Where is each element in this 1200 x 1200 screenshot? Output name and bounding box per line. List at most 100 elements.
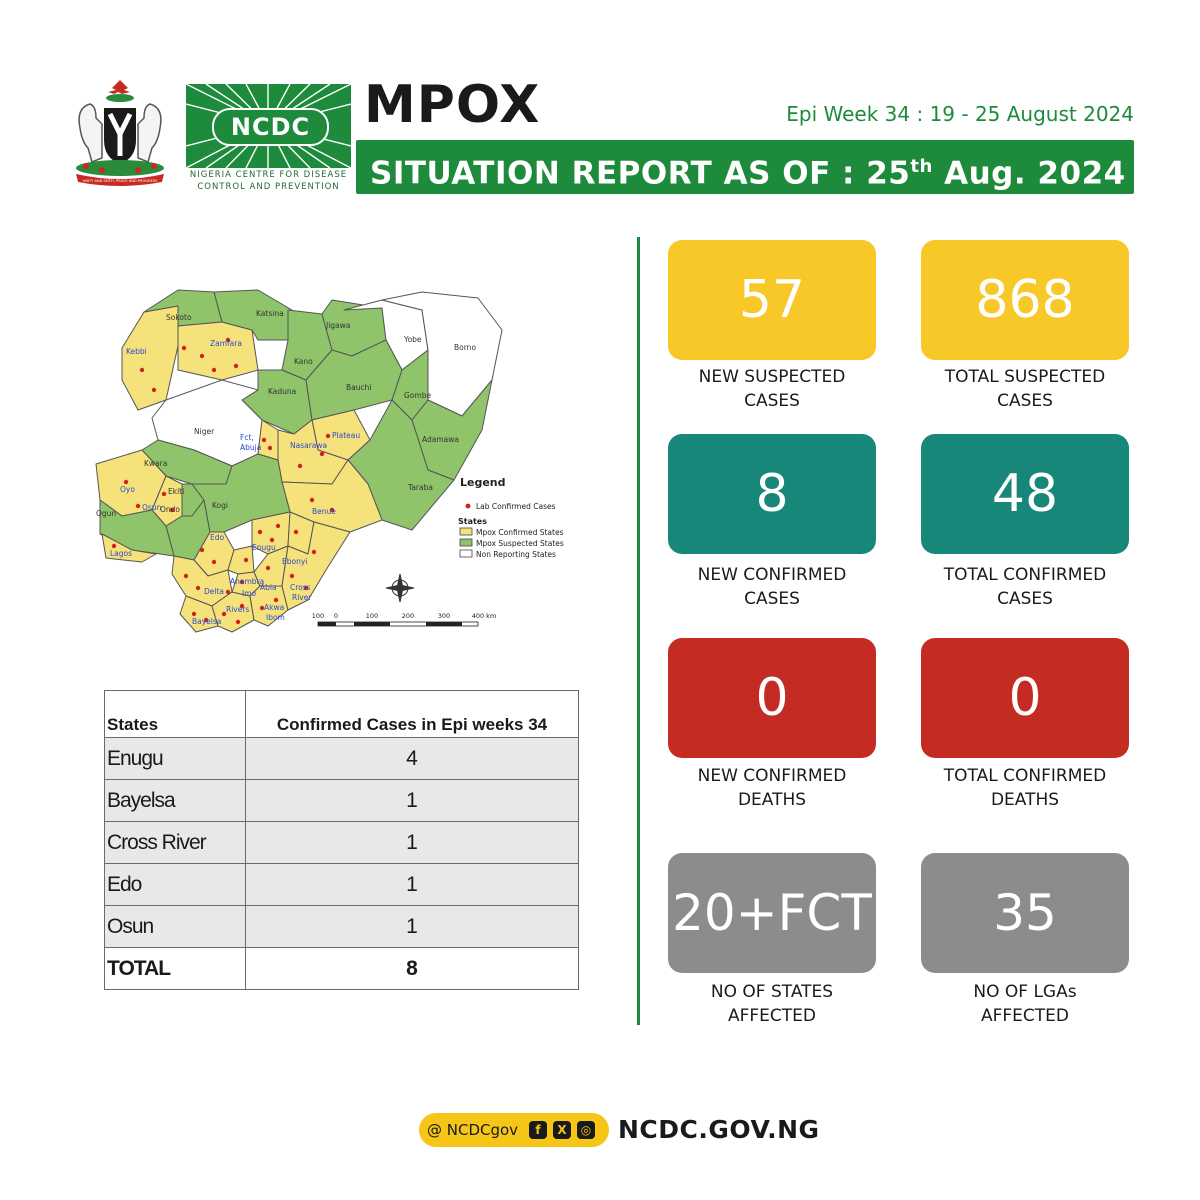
table-header-row: States Confirmed Cases in Epi weeks 34	[104, 690, 579, 738]
stat-label-total-deaths: TOTAL CONFIRMED DEATHS	[943, 766, 1107, 810]
map-label-imo: Imo	[242, 589, 257, 598]
legend-title: Legend	[460, 476, 506, 489]
stat-label-total-suspected: TOTAL SUSPECTED CASES	[944, 367, 1106, 411]
table-cell-state: Bayelsa	[104, 779, 246, 822]
map-label-ibom: Ibom	[266, 613, 285, 622]
scale-label-1: 0	[334, 612, 338, 620]
map-state-cross-river	[281, 521, 351, 611]
legend-lab-confirmed: Lab Confirmed Cases	[476, 502, 556, 511]
map-label-enugu: Enugu	[252, 543, 276, 552]
social-handle-pill[interactable]: @ NCDCgov f X ◎	[419, 1113, 609, 1147]
nigeria-mpox-map: Sokoto Katsina Jigawa Yobe Borno Kano Ka…	[95, 289, 564, 633]
map-label-fct: Fct,	[240, 433, 254, 442]
map-label-cross2: River	[292, 593, 312, 602]
map-label-nasarawa: Nasarawa	[290, 441, 327, 450]
map-state-kogi	[191, 453, 291, 533]
table-cell-cases: 4	[245, 737, 579, 780]
stat-label-total-confirmed: TOTAL CONFIRMED CASES	[943, 565, 1107, 609]
scale-label-3: 200	[402, 612, 414, 620]
social-handle: @ NCDCgov	[427, 1121, 519, 1139]
map-label-abia: Abia	[260, 583, 277, 592]
stat-label-new-suspected: NEW SUSPECTED CASES	[698, 367, 846, 411]
map-label-kogi: Kogi	[212, 501, 228, 510]
stat-card-total-deaths: 0	[921, 638, 1129, 758]
map-label-zamfara: Zamfara	[210, 339, 242, 348]
map-label-bauchi: Bauchi	[346, 383, 371, 392]
table-row: Edo 1	[104, 863, 579, 906]
map-label-taraba: Taraba	[407, 483, 433, 492]
ncdc-subtitle-line2: CONTROL AND PREVENTION	[197, 182, 340, 192]
stat-label-lgas-affected: NO OF LGAs AFFECTED	[973, 982, 1077, 1026]
table-row: Bayelsa 1	[104, 779, 579, 822]
map-label-gombe: Gombe	[404, 391, 431, 400]
map-legend: Legend Lab Confirmed Cases States Mpox C…	[458, 476, 564, 559]
map-label-plateau: Plateau	[332, 431, 360, 440]
epi-week-label: Epi Week 34 : 19 - 25 August 2024	[786, 102, 1134, 126]
legend-suspected-states: Mpox Suspected States	[476, 539, 564, 548]
situation-report-text: SITUATION REPORT AS OF : 25th Aug. 2024	[370, 155, 1126, 192]
map-label-delta: Delta	[204, 587, 224, 596]
scale-label-5: 400 km	[472, 612, 497, 620]
instagram-icon[interactable]: ◎	[577, 1121, 595, 1139]
stat-card-new-deaths: 0	[668, 638, 876, 758]
scale-label-0: 100	[312, 612, 324, 620]
map-state-bayelsa	[179, 595, 219, 633]
svg-text:UNITY AND FAITH, PEACE AND PRO: UNITY AND FAITH, PEACE AND PROGRESS	[83, 179, 159, 183]
table-cell-state: Enugu	[104, 737, 246, 780]
map-label-sokoto: Sokoto	[166, 313, 192, 322]
table-cell-state: Edo	[104, 863, 246, 906]
stat-label-states-affected: NO OF STATES AFFECTED	[710, 982, 834, 1026]
x-icon[interactable]: X	[553, 1121, 571, 1139]
map-label-edo: Edo	[210, 533, 224, 542]
stat-card-states-affected: 20+FCT	[668, 853, 876, 973]
map-state-lagos	[101, 533, 157, 563]
stat-label-new-confirmed: NEW CONFIRMED CASES	[697, 565, 847, 609]
table-total-row: TOTAL 8	[104, 947, 579, 990]
situation-report-banner: SITUATION REPORT AS OF : 25th Aug. 2024	[356, 140, 1134, 194]
legend-confirmed-states: Mpox Confirmed States	[476, 528, 564, 537]
map-label-jigawa: Jigawa	[325, 321, 350, 330]
map-label-anambra: Anambra	[230, 577, 264, 586]
map-label-bayelsa: Bayelsa	[192, 617, 221, 626]
map-label-kano: Kano	[294, 357, 313, 366]
map-label-ebonyi: Ebonyi	[282, 557, 307, 566]
table-cell-cases: 1	[245, 863, 579, 906]
map-label-niger: Niger	[194, 427, 215, 436]
lab-confirmed-dots	[111, 337, 335, 625]
map-label-borno: Borno	[454, 343, 476, 352]
table-total-label: TOTAL	[104, 947, 246, 990]
facebook-icon[interactable]: f	[529, 1121, 547, 1139]
map-state-zamfara	[177, 321, 259, 381]
table-cell-cases: 1	[245, 821, 579, 864]
map-label-ekiti: Ekiti	[168, 487, 184, 496]
website-link[interactable]: NCDC.GOV.NG	[618, 1115, 820, 1144]
vertical-divider	[637, 237, 640, 1025]
map-label-akwa: Akwa	[264, 603, 284, 612]
table-cell-cases: 1	[245, 779, 579, 822]
legend-non-reporting: Non Reporting States	[476, 550, 556, 559]
stat-card-total-confirmed: 48	[921, 434, 1129, 554]
map-label-kebbi: Kebbi	[126, 347, 147, 356]
compass-icon	[385, 573, 415, 603]
scale-bar: 100 0 100 200 300 400 km	[312, 612, 497, 627]
map-label-kwara: Kwara	[144, 459, 167, 468]
map-label-lagos: Lagos	[110, 549, 132, 558]
map-label-abuja: Abuja	[240, 443, 261, 452]
map-label-rivers: Rivers	[226, 605, 249, 614]
scale-label-4: 300	[438, 612, 450, 620]
stat-card-new-confirmed: 8	[668, 434, 876, 554]
table-row: Osun 1	[104, 905, 579, 948]
page-title: MPOX	[364, 75, 541, 135]
legend-states-heading: States	[458, 517, 487, 526]
table-cell-state: Osun	[104, 905, 246, 948]
map-label-yobe: Yobe	[403, 335, 422, 344]
ncdc-wordmark: NCDC	[212, 108, 329, 146]
table-row: Cross River 1	[104, 821, 579, 864]
ncdc-logo-box: NCDC	[186, 84, 351, 168]
table-cell-state: Cross River	[104, 821, 246, 864]
map-label-osun: Osun	[142, 503, 162, 512]
stat-label-new-deaths: NEW CONFIRMED DEATHS	[697, 766, 847, 810]
coat-of-arms-logo: UNITY AND FAITH, PEACE AND PROGRESS	[76, 80, 164, 186]
map-label-kaduna: Kaduna	[268, 387, 296, 396]
ncdc-logo: NCDC NIGERIA CENTRE FOR DISEASE CONTROL …	[186, 84, 351, 194]
